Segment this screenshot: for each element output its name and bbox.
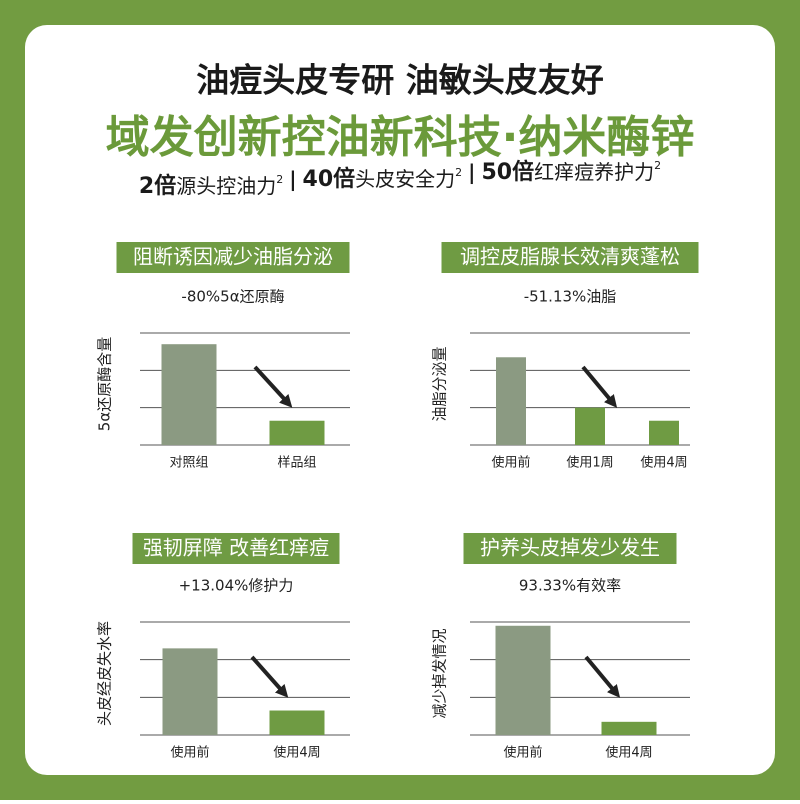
headline-green: 域发创新控油新科技·纳米酶锌 (106, 112, 695, 163)
chart-title-box (132, 533, 340, 564)
stat-text: 红痒痘养护力 (534, 160, 654, 184)
bar (269, 420, 325, 445)
chart-subtitle: -51.13%油脂 (524, 288, 617, 306)
chart-subtitle: 93.33%有效率 (519, 577, 621, 595)
trend-arrow (584, 655, 621, 698)
stat-text: 源头控油力 (176, 174, 276, 198)
separator: | (468, 160, 475, 184)
y-axis-label: 油脂分泌量 (431, 346, 449, 421)
trend-arrow (250, 655, 289, 698)
stat-bold: 2倍 (139, 173, 176, 199)
stat-bold: 50倍 (481, 159, 534, 185)
chart-subtitle: -80%5α还原酶 (181, 288, 284, 306)
bar (601, 721, 657, 735)
chart-title-box (116, 242, 350, 273)
bar (495, 625, 551, 735)
x-tick-label: 使用1周 (566, 455, 613, 471)
trend-arrow (581, 365, 618, 408)
chart-title: 阻断诱因减少油脂分泌 (133, 245, 333, 269)
chart-title: 护养头皮掉发少发生 (480, 536, 660, 560)
bar (162, 648, 218, 735)
x-tick-label: 使用4周 (640, 455, 687, 471)
chart-title-box (441, 242, 699, 273)
stat-text: 头皮安全力 (355, 167, 455, 191)
x-tick-label: 使用4周 (273, 745, 320, 761)
stats-line: 2倍源头控油力2 | 40倍头皮安全力2 | 50倍红痒痘养护力2 (139, 159, 661, 199)
chart-title-box (463, 533, 677, 564)
x-tick-label: 使用前 (491, 455, 530, 471)
x-tick-label: 使用前 (503, 745, 542, 761)
x-tick-label: 使用前 (170, 745, 209, 761)
bar (496, 357, 526, 445)
stat-sup: 2 (654, 159, 661, 172)
x-tick-label: 样品组 (277, 456, 316, 471)
bar (161, 344, 217, 445)
bar (269, 710, 325, 735)
bar (649, 420, 679, 445)
y-axis-label: 5α还原酶含量 (96, 337, 114, 431)
trend-arrow (253, 365, 293, 408)
stat-sup: 2 (276, 173, 283, 186)
separator: | (289, 167, 296, 191)
panel (25, 25, 775, 775)
stat-bold: 40倍 (303, 166, 356, 192)
chart-subtitle: +13.04%修护力 (179, 577, 294, 595)
x-tick-label: 对照组 (169, 456, 208, 471)
chart-title: 调控皮脂腺长效清爽蓬松 (460, 245, 680, 269)
chart-title: 强韧屏障 改善红痒痘 (143, 536, 329, 560)
headline: 油痘头皮专研 油敏头皮友好 (196, 61, 604, 100)
y-axis-label: 减少掉发情况 (431, 628, 449, 718)
stat-sup: 2 (455, 166, 462, 179)
bar (575, 407, 605, 445)
x-tick-label: 使用4周 (605, 745, 652, 761)
y-axis-label: 头皮经皮失水率 (96, 621, 114, 726)
